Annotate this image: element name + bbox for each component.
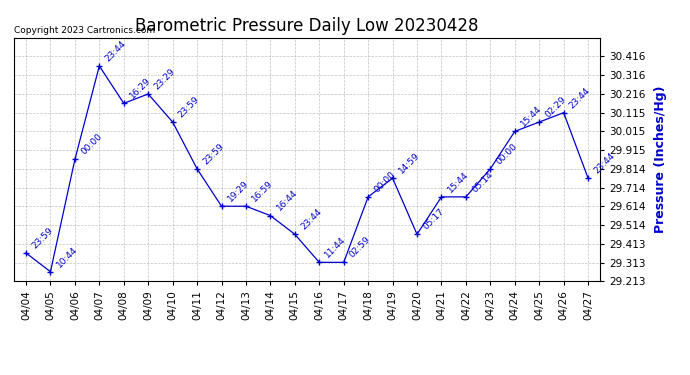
Text: 14:59: 14:59 (397, 151, 422, 176)
Text: 23:44: 23:44 (568, 86, 592, 110)
Text: 23:29: 23:29 (152, 67, 177, 91)
Text: 00:00: 00:00 (79, 132, 104, 157)
Text: 15:44: 15:44 (519, 104, 544, 129)
Text: 16:44: 16:44 (275, 188, 299, 213)
Text: 23:44: 23:44 (104, 39, 128, 63)
Text: 11:44: 11:44 (324, 235, 348, 260)
Text: 00:00: 00:00 (373, 170, 397, 194)
Text: 23:44: 23:44 (592, 151, 617, 176)
Text: 23:44: 23:44 (299, 207, 324, 231)
Text: Copyright 2023 Cartronics.com: Copyright 2023 Cartronics.com (14, 26, 155, 35)
Text: 05:17: 05:17 (421, 207, 446, 231)
Text: 00:00: 00:00 (495, 141, 519, 166)
Text: 19:29: 19:29 (226, 179, 250, 204)
Text: 15:44: 15:44 (446, 170, 470, 194)
Text: 23:59: 23:59 (30, 226, 55, 250)
Title: Barometric Pressure Daily Low 20230428: Barometric Pressure Daily Low 20230428 (135, 16, 479, 34)
Text: 23:59: 23:59 (177, 95, 201, 119)
Text: 02:59: 02:59 (348, 235, 373, 260)
Text: 05:14: 05:14 (470, 170, 495, 194)
Text: 02:29: 02:29 (543, 95, 568, 119)
Y-axis label: Pressure (Inches/Hg): Pressure (Inches/Hg) (654, 86, 667, 233)
Text: 16:29: 16:29 (128, 76, 152, 100)
Text: 23:59: 23:59 (201, 141, 226, 166)
Text: 10:44: 10:44 (55, 244, 79, 269)
Text: 16:59: 16:59 (250, 179, 275, 204)
